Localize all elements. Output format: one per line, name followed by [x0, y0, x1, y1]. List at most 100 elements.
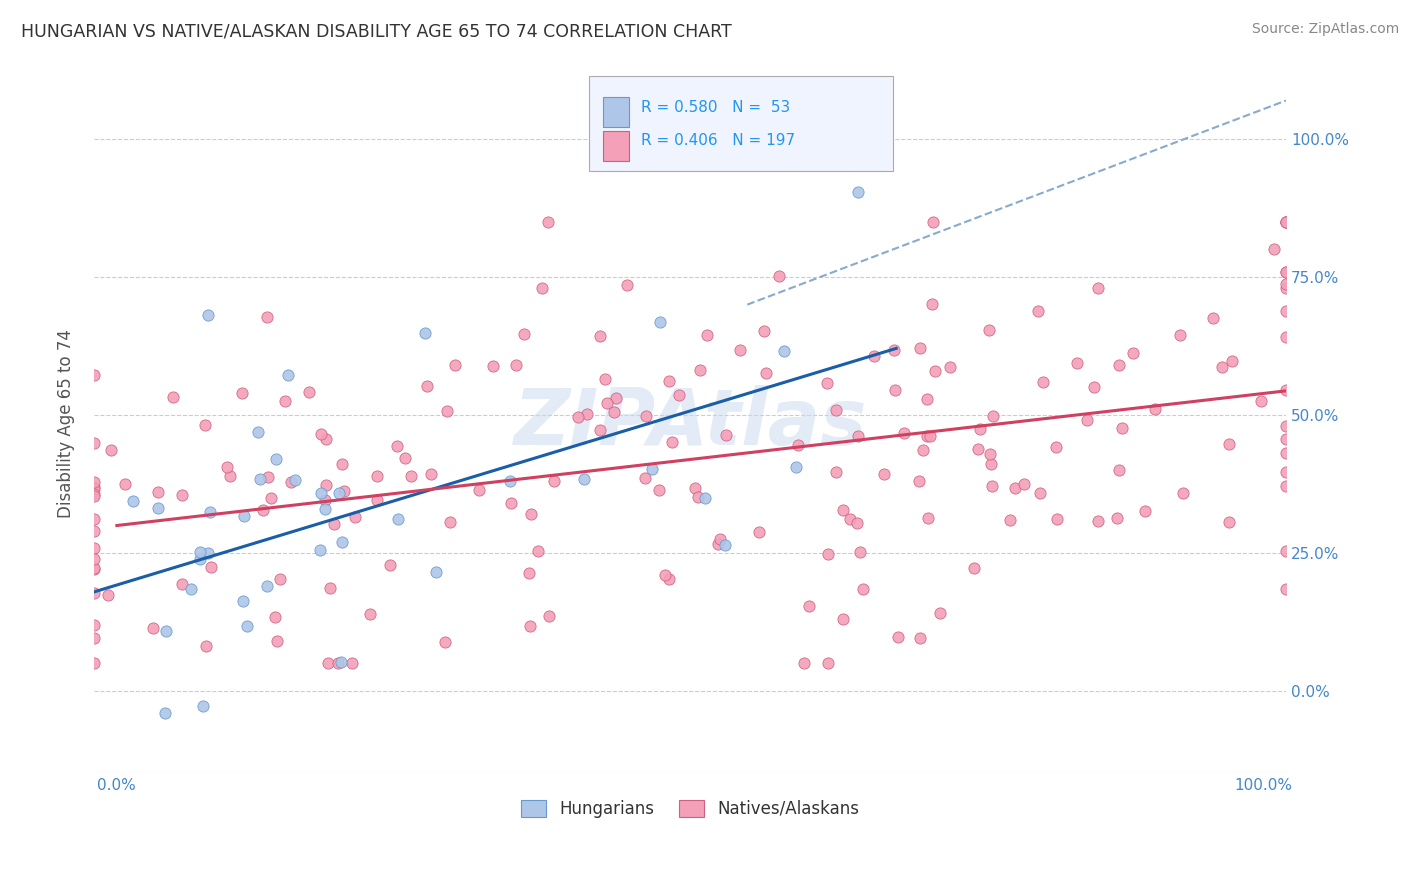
Point: [603, 405, 626, 419]
Point: [1263, 243, 1285, 257]
Point: [634, 470, 657, 484]
Point: [444, 358, 467, 372]
Point: [232, 593, 254, 607]
Point: [83, 586, 105, 600]
Point: [194, 640, 217, 654]
Point: [277, 368, 299, 383]
Point: [274, 394, 297, 409]
Point: [83, 489, 105, 503]
Point: [48, 645, 70, 659]
Point: [1275, 277, 1298, 291]
Point: [48, 302, 70, 317]
Point: [219, 468, 242, 483]
Point: [921, 297, 943, 311]
Point: [538, 609, 561, 624]
Point: [233, 508, 256, 523]
Point: [768, 268, 790, 283]
Point: [1202, 310, 1225, 325]
Point: [83, 631, 105, 645]
Point: [83, 511, 105, 525]
Point: [883, 343, 905, 358]
Point: [893, 426, 915, 441]
Point: [83, 482, 105, 496]
Point: [315, 478, 337, 492]
Point: [605, 391, 627, 405]
Point: [1028, 485, 1050, 500]
Point: [981, 479, 1004, 493]
Point: [924, 364, 946, 378]
Point: [1275, 330, 1298, 344]
Point: [1111, 421, 1133, 435]
Point: [519, 619, 541, 633]
Point: [589, 329, 612, 343]
Point: [713, 538, 735, 552]
Point: [284, 473, 307, 487]
Point: [1275, 280, 1298, 294]
Point: [920, 429, 942, 443]
Point: [786, 438, 808, 452]
Point: [512, 327, 534, 342]
Point: [269, 573, 291, 587]
Point: [575, 407, 598, 421]
Point: [83, 487, 105, 501]
Point: [884, 384, 907, 398]
Point: [172, 488, 194, 502]
Point: [419, 467, 441, 482]
Point: [709, 532, 731, 546]
Point: [83, 436, 105, 450]
Point: [977, 323, 1000, 337]
Point: [433, 635, 456, 649]
Point: [51, 583, 73, 598]
Point: [246, 425, 269, 439]
Point: [527, 544, 550, 558]
Point: [188, 552, 211, 566]
Point: [689, 363, 711, 377]
Point: [1087, 281, 1109, 295]
Point: [198, 505, 221, 519]
Point: [48, 684, 70, 698]
Point: [1211, 359, 1233, 374]
Point: [162, 390, 184, 404]
Point: [688, 491, 710, 505]
Point: [315, 432, 337, 446]
Point: [531, 281, 554, 295]
Point: [193, 698, 215, 713]
Point: [314, 502, 336, 516]
Point: [83, 475, 105, 489]
Point: [979, 447, 1001, 461]
Text: R = 0.580   N =  53: R = 0.580 N = 53: [641, 100, 790, 114]
Point: [366, 468, 388, 483]
Point: [378, 558, 401, 572]
Point: [333, 483, 356, 498]
Point: [1135, 504, 1157, 518]
Point: [928, 606, 950, 620]
Point: [155, 706, 177, 721]
Point: [980, 457, 1002, 471]
FancyBboxPatch shape: [603, 97, 628, 127]
Point: [1143, 402, 1166, 417]
Point: [832, 612, 855, 626]
Point: [330, 457, 353, 471]
Point: [1275, 215, 1298, 229]
Point: [114, 477, 136, 491]
Point: [309, 486, 332, 500]
Point: [1275, 446, 1298, 460]
Point: [439, 515, 461, 529]
Point: [707, 537, 730, 551]
Point: [83, 656, 105, 670]
Point: [83, 617, 105, 632]
Point: [257, 470, 280, 484]
Point: [344, 510, 367, 524]
Point: [231, 385, 253, 400]
Point: [399, 468, 422, 483]
Point: [359, 607, 381, 622]
Point: [983, 409, 1005, 424]
Point: [1045, 440, 1067, 454]
Y-axis label: Disability Age 65 to 74: Disability Age 65 to 74: [58, 329, 75, 517]
Point: [915, 392, 938, 406]
Text: ZIPAtlas: ZIPAtlas: [513, 385, 866, 461]
Point: [1066, 356, 1088, 370]
Point: [817, 656, 839, 670]
Point: [589, 423, 612, 437]
FancyBboxPatch shape: [603, 131, 628, 161]
